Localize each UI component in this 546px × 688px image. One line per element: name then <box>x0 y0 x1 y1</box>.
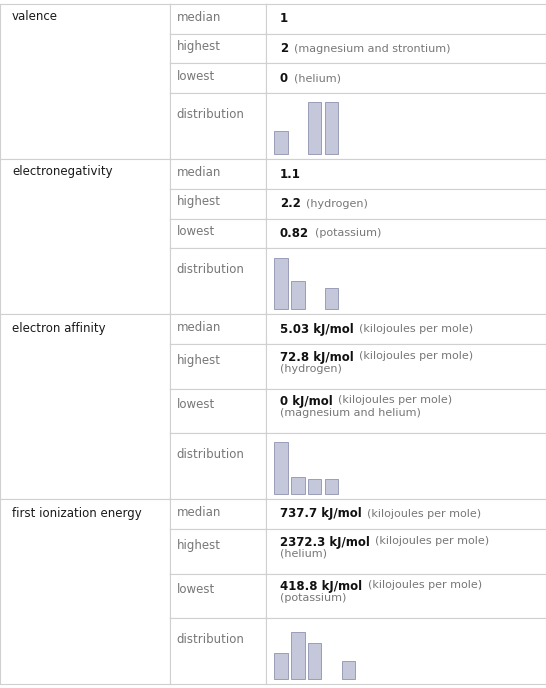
Text: (kilojoules per mole): (kilojoules per mole) <box>339 396 453 405</box>
Bar <box>291 632 305 679</box>
Text: distribution: distribution <box>177 263 245 276</box>
Text: median: median <box>177 321 221 334</box>
Text: (kilojoules per mole): (kilojoules per mole) <box>359 351 473 361</box>
Text: lowest: lowest <box>177 225 215 238</box>
Text: 0: 0 <box>280 72 288 85</box>
Bar <box>325 103 338 154</box>
Text: electronegativity: electronegativity <box>12 165 112 178</box>
Text: (kilojoules per mole): (kilojoules per mole) <box>367 509 482 519</box>
Text: median: median <box>177 166 221 179</box>
Text: (helium): (helium) <box>280 548 327 559</box>
Bar <box>308 103 322 154</box>
Text: distribution: distribution <box>177 108 245 120</box>
Text: valence: valence <box>12 10 58 23</box>
Text: lowest: lowest <box>177 70 215 83</box>
Text: 2372.3 kJ/mol: 2372.3 kJ/mol <box>280 535 370 548</box>
Text: 2.2: 2.2 <box>280 197 301 211</box>
Text: (hydrogen): (hydrogen) <box>306 199 369 208</box>
Text: distribution: distribution <box>177 633 245 645</box>
Text: highest: highest <box>177 539 221 552</box>
Bar <box>275 257 288 309</box>
Text: highest: highest <box>177 195 221 208</box>
Text: (magnesium and strontium): (magnesium and strontium) <box>294 43 450 54</box>
Bar <box>275 653 288 679</box>
Text: (potassium): (potassium) <box>280 593 346 603</box>
Text: 1.1: 1.1 <box>280 167 301 180</box>
Text: (kilojoules per mole): (kilojoules per mole) <box>376 535 490 546</box>
Text: 5.03 kJ/mol: 5.03 kJ/mol <box>280 323 354 336</box>
Bar <box>291 477 305 494</box>
Text: median: median <box>177 506 221 519</box>
Text: highest: highest <box>177 41 221 53</box>
Text: 72.8 kJ/mol: 72.8 kJ/mol <box>280 351 354 364</box>
Text: electron affinity: electron affinity <box>12 322 105 334</box>
Bar <box>275 442 288 494</box>
Text: (hydrogen): (hydrogen) <box>280 364 342 374</box>
Text: median: median <box>177 10 221 23</box>
Bar <box>325 480 338 494</box>
Bar <box>325 288 338 309</box>
Text: (magnesium and helium): (magnesium and helium) <box>280 408 421 418</box>
Bar <box>342 660 355 679</box>
Text: 0 kJ/mol: 0 kJ/mol <box>280 396 333 408</box>
Text: (potassium): (potassium) <box>314 228 381 239</box>
Text: lowest: lowest <box>177 398 215 411</box>
Text: (kilojoules per mole): (kilojoules per mole) <box>367 580 482 590</box>
Text: 2: 2 <box>280 42 288 55</box>
Bar <box>275 131 288 154</box>
Text: highest: highest <box>177 354 221 367</box>
Text: 737.7 kJ/mol: 737.7 kJ/mol <box>280 508 362 521</box>
Text: 418.8 kJ/mol: 418.8 kJ/mol <box>280 580 362 593</box>
Text: first ionization energy: first ionization energy <box>12 506 141 519</box>
Bar <box>308 643 322 679</box>
Bar <box>308 480 322 494</box>
Bar <box>291 281 305 309</box>
Text: (helium): (helium) <box>294 74 341 83</box>
Text: 0.82: 0.82 <box>280 227 309 240</box>
Text: lowest: lowest <box>177 583 215 596</box>
Text: distribution: distribution <box>177 448 245 461</box>
Text: (kilojoules per mole): (kilojoules per mole) <box>359 324 473 334</box>
Text: 1: 1 <box>280 12 288 25</box>
